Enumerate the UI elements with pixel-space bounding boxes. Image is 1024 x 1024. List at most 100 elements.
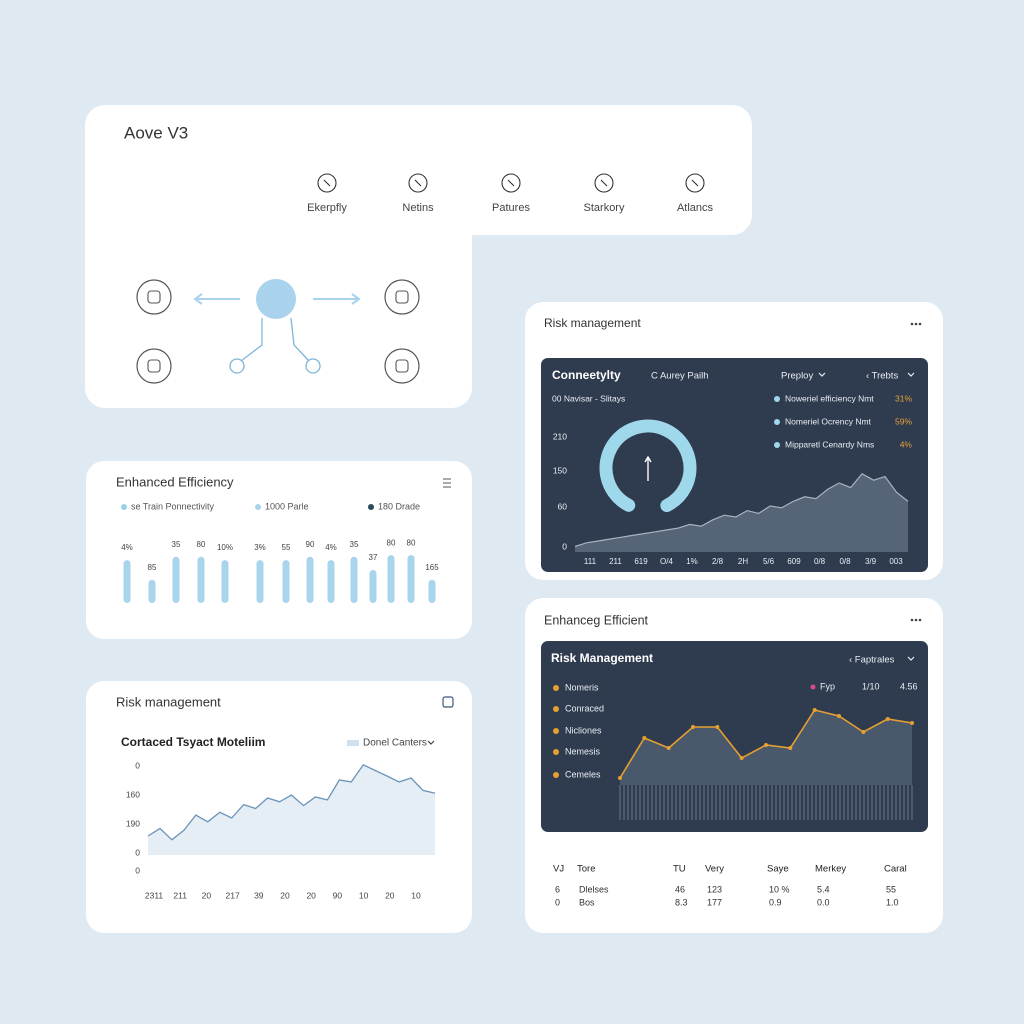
chevron-icon (907, 372, 915, 377)
card-title: Enhanced Efficiency (116, 474, 234, 489)
table-cell: 5.4 (817, 884, 830, 894)
node-icon-glyph (147, 290, 161, 304)
table-header: Tore (577, 864, 595, 875)
y-tick-label: 210 (553, 431, 567, 441)
y-tick-label: 60 (558, 501, 568, 511)
panel-title: Risk Management (551, 651, 653, 665)
gauge-arrow-head (644, 455, 652, 463)
table-header: TU (673, 864, 686, 875)
table-header: Caral (884, 864, 907, 875)
dropdown[interactable]: ‹ Faptrales (849, 655, 895, 666)
arrow-head (351, 293, 361, 305)
bar (148, 579, 156, 603)
x-tick-label: 217 (226, 890, 240, 900)
bar-label: 165 (425, 563, 439, 572)
nav-icon-glyph (414, 179, 422, 187)
line-point (910, 721, 914, 725)
legend-label: Nomeriel Ocrency Nmt (785, 416, 872, 426)
table-cell: Bos (579, 897, 595, 907)
x-tick-label: 10 (359, 890, 369, 900)
table-cell: Dlelses (579, 884, 609, 894)
line-point (812, 708, 817, 712)
menu-dot (910, 618, 914, 622)
bar-label: 55 (282, 543, 291, 552)
x-tick-label: 39 (254, 890, 264, 900)
nav-label: Netins (402, 202, 434, 214)
x-tick-label: 211 (173, 890, 187, 900)
x-tick-label: 111 (584, 557, 597, 566)
stat-dot (810, 684, 816, 690)
legend-label: Nomeris (565, 682, 599, 692)
bar (256, 560, 264, 603)
nav-icon-glyph (507, 179, 515, 187)
card-title: Risk management (116, 694, 221, 709)
stat-label: 1/10 (862, 681, 880, 691)
bar-label: 80 (407, 538, 416, 547)
dropdown[interactable]: Preploy (781, 371, 813, 382)
table-cell: 0 (555, 897, 560, 907)
legend-dot (255, 504, 261, 510)
bar-label: 35 (172, 540, 181, 549)
table-cell: 177 (707, 897, 722, 907)
chevron-icon (427, 740, 435, 745)
bar (221, 560, 229, 603)
center-node (256, 279, 296, 319)
legend-dot (121, 504, 127, 510)
filter-label: C Aurey Pailh (651, 371, 709, 382)
legend-label: Nicliones (565, 725, 602, 735)
x-tick-label: 0/8 (839, 557, 851, 566)
x-tick-label: 003 (889, 557, 903, 566)
bar (282, 560, 290, 603)
panel-subtitle: 00 Navisar - Slitays (552, 393, 625, 403)
bar (172, 556, 180, 603)
x-tick-label: 3/9 (865, 557, 877, 566)
y-tick-label: 160 (126, 789, 140, 799)
nav-icon (594, 173, 614, 193)
table-cell: 10 % (769, 884, 790, 894)
table-cell: 8.3 (675, 897, 688, 907)
bar-label: 90 (306, 540, 315, 549)
x-tick-label: 2/8 (712, 557, 724, 566)
nav-icon-glyph (323, 179, 331, 187)
x-tick-label: 90 (333, 890, 343, 900)
line-point (715, 725, 720, 729)
bar-label: 10% (217, 543, 233, 552)
nav-icon-glyph (600, 179, 608, 187)
bar-label: 80 (197, 540, 206, 549)
nav-label: Patures (492, 202, 530, 214)
stat-label: 4.56 (900, 681, 918, 691)
legend-dot (553, 728, 559, 734)
x-tick-label: 2H (738, 557, 748, 566)
node-icon-glyph (395, 359, 409, 373)
x-tick-label: 211 (609, 557, 622, 566)
dropdown[interactable]: ‹ Trebts (866, 371, 898, 382)
connector (290, 317, 310, 362)
gauge-ring (599, 419, 697, 517)
connector (240, 318, 263, 362)
arrow-head (193, 293, 203, 305)
table-cell: 0.0 (817, 897, 830, 907)
table-cell: 0.9 (769, 897, 782, 907)
legend-dot (553, 749, 559, 755)
node-icon (384, 348, 420, 384)
legend-value: 4% (900, 439, 913, 449)
panel-title: Conneetylty (552, 368, 621, 382)
bar-label: 3% (254, 543, 266, 552)
table-cell: 46 (675, 884, 685, 894)
checkbox[interactable] (442, 696, 454, 708)
bar-label: 4% (325, 543, 337, 552)
area-fill (575, 473, 908, 552)
line-point (885, 717, 890, 721)
line-point (618, 776, 622, 780)
card-title: Risk management (544, 316, 641, 330)
table-header: VJ (553, 864, 564, 875)
area-line (574, 473, 909, 548)
legend-value: 31% (895, 393, 912, 403)
bar-label: 37 (369, 553, 378, 562)
legend-dot (553, 706, 559, 712)
table-cell: 123 (707, 884, 722, 894)
line-point (861, 730, 866, 734)
node-icon (136, 279, 172, 315)
leaf-node (305, 358, 321, 374)
